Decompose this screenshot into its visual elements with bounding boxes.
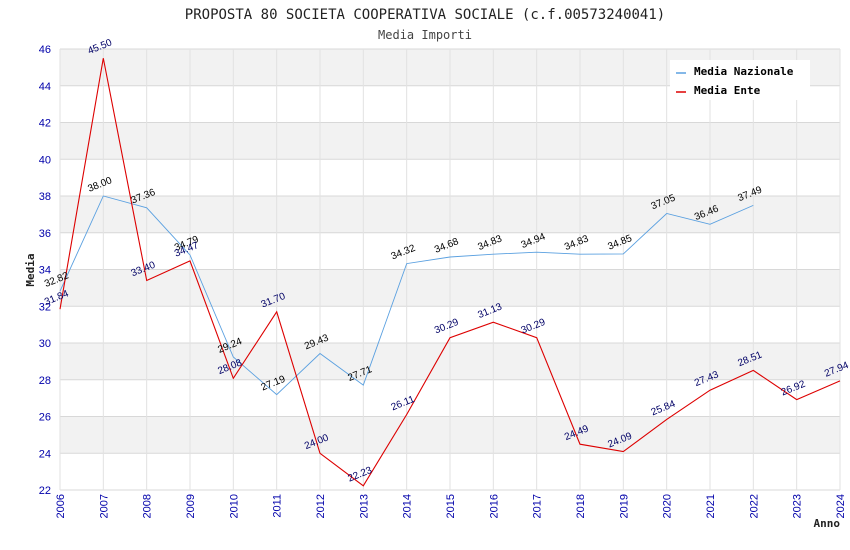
legend-label-media-ente: Media Ente	[694, 84, 761, 97]
chart-title: PROPOSTA 80 SOCIETA COOPERATIVA SOCIALE …	[185, 7, 665, 23]
x-tick-label: 2009	[185, 494, 197, 518]
series-line-media-nazionale	[59, 195, 754, 396]
x-tick-label: 2011	[272, 494, 284, 518]
y-axis-title: Media	[24, 253, 37, 286]
x-axis-ticks: 2006 2007 2008 2009 2010 2011 2012 2013 2014 2015…	[55, 494, 847, 518]
y-axis-ticks: 22 24 26 28 30 32 34 36 38 40 42 44 46	[39, 44, 51, 497]
x-tick-label: 2020	[662, 494, 674, 518]
gridlines	[59, 48, 841, 491]
chart-subtitle: Media Importi	[378, 28, 472, 42]
x-tick-label: 2022	[748, 494, 760, 518]
x-tick-label: 2007	[98, 494, 110, 518]
y-tick-label: 40	[39, 154, 51, 166]
legend-box	[670, 60, 810, 100]
x-tick-label: 2014	[402, 494, 414, 518]
y-tick-label: 42	[39, 118, 51, 130]
y-tick-label: 38	[39, 191, 51, 203]
x-tick-label: 2015	[445, 494, 457, 518]
x-tick-label: 2013	[358, 494, 370, 518]
x-tick-label: 2010	[228, 494, 240, 518]
y-tick-label: 28	[39, 375, 51, 387]
y-tick-label: 34	[39, 265, 51, 277]
legend: Media Nazionale Media Ente	[670, 60, 810, 100]
x-tick-label: 2017	[532, 494, 544, 518]
y-tick-label: 44	[39, 81, 51, 93]
y-tick-label: 22	[39, 485, 51, 497]
x-tick-label: 2018	[575, 494, 587, 518]
x-tick-label: 2019	[618, 494, 630, 518]
legend-label-media-nazionale: Media Nazionale	[694, 65, 794, 78]
x-tick-label: 2023	[792, 494, 804, 518]
x-tick-label: 2021	[705, 494, 717, 518]
y-tick-label: 46	[39, 44, 51, 56]
x-tick-label: 2012	[315, 494, 327, 518]
series-lines	[59, 58, 841, 487]
y-tick-label: 26	[39, 412, 51, 424]
y-tick-label: 36	[39, 228, 51, 240]
y-tick-label: 32	[39, 301, 51, 313]
x-tick-label: 2006	[55, 494, 67, 518]
x-tick-label: 2016	[488, 494, 500, 518]
y-tick-label: 30	[39, 338, 51, 350]
series-line-media-ente	[59, 58, 841, 487]
x-tick-label: 2008	[142, 494, 154, 518]
x-tick-label: 2024	[835, 494, 847, 518]
x-axis-title: Anno	[814, 517, 841, 530]
y-tick-label: 24	[39, 448, 51, 460]
